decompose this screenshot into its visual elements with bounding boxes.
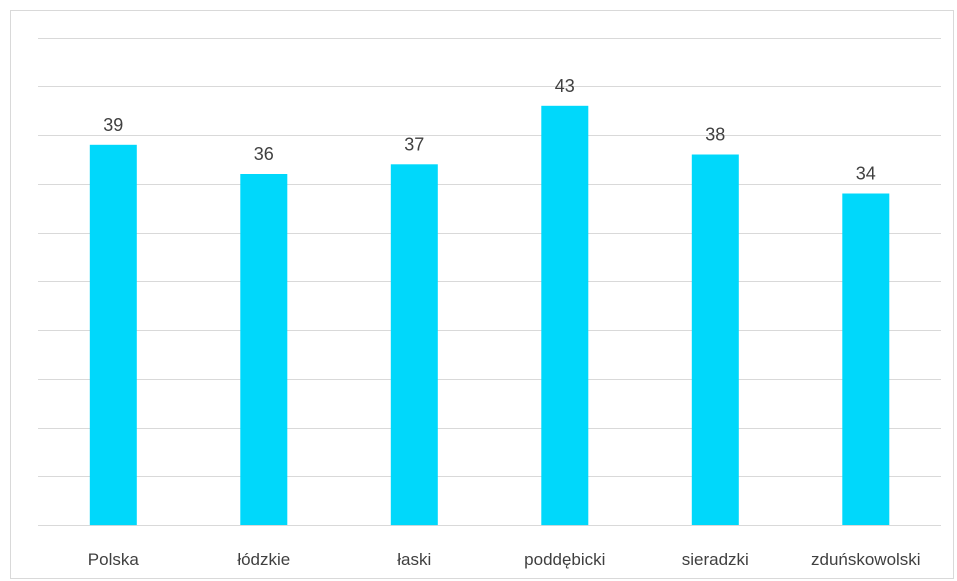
bar-1	[240, 174, 288, 525]
bar-3	[541, 105, 589, 526]
data-label-4: 38	[705, 125, 725, 145]
data-labels: 39 36 37 43 38 34	[103, 76, 876, 184]
data-label-2: 37	[404, 134, 424, 154]
bar-2	[390, 164, 438, 526]
x-tick-label-3: poddębicki	[524, 550, 605, 569]
x-tick-labels: Polska łódzkie łaski poddębicki sieradzki zdu…	[88, 550, 921, 569]
data-label-1: 36	[254, 144, 274, 164]
x-tick-label-2: łaski	[397, 550, 431, 569]
x-tick-label-1: łódzkie	[237, 550, 290, 569]
bar-4	[691, 154, 739, 525]
bar-5	[842, 193, 890, 525]
data-label-5: 34	[856, 164, 876, 184]
data-label-0: 39	[103, 115, 123, 135]
bars	[89, 105, 890, 526]
x-tick-label-4: sieradzki	[682, 550, 749, 569]
bar-0	[89, 144, 137, 526]
data-label-3: 43	[555, 76, 575, 96]
x-tick-label-0: Polska	[88, 550, 140, 569]
gridlines	[38, 38, 941, 526]
x-tick-label-5: zduńskowolski	[811, 550, 921, 569]
chart-frame	[10, 10, 954, 579]
